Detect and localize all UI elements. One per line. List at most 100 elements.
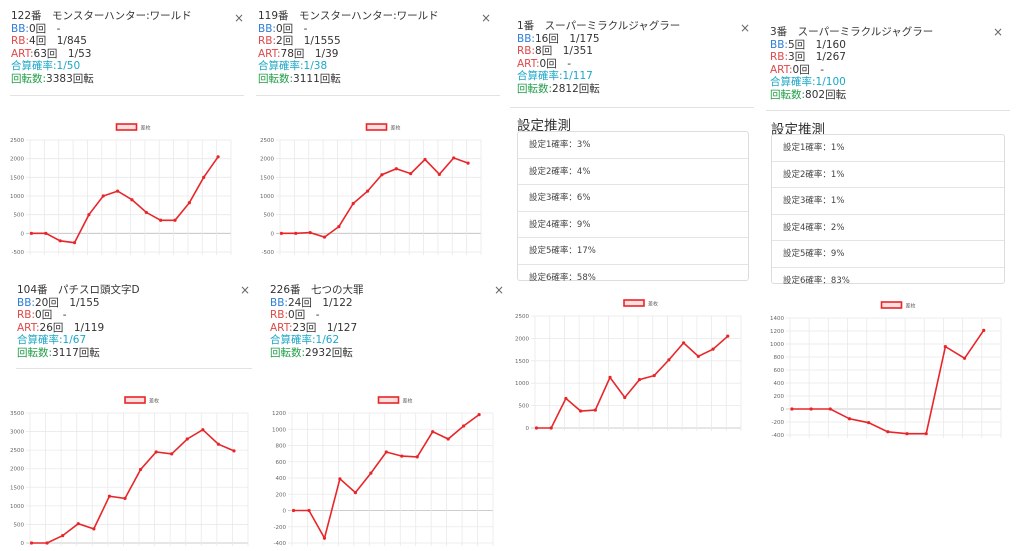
data-point: [138, 467, 143, 472]
data-point: [291, 508, 296, 513]
data-point: [307, 508, 311, 513]
data-point: [202, 175, 206, 179]
data-point: [608, 375, 612, 379]
data-point: [58, 239, 62, 243]
y-tick-label: 1000: [10, 504, 24, 510]
divider: [510, 107, 754, 108]
spin-count-label: 回転数:: [770, 88, 806, 101]
machine-title: 3番 スーパーミラクルジャグラー: [770, 26, 934, 38]
payout-chart: 差枚 1200 1000 800 600 400 200 0 -200 -400: [262, 393, 507, 551]
data-point: [886, 430, 890, 434]
machine-title: 122番 モンスターハンター:ワールド: [11, 10, 192, 22]
data-point: [308, 230, 312, 235]
y-tick-label: 2000: [10, 467, 24, 473]
rb-value: 3回 1/267: [788, 51, 846, 63]
y-tick-label: 1000: [272, 427, 286, 433]
legend-swatch: [124, 396, 146, 404]
data-point: [564, 396, 568, 401]
close-icon[interactable]: ×: [240, 283, 251, 297]
legend-label: 差枚: [141, 125, 151, 132]
rb-label: RB:: [258, 35, 277, 47]
legend-swatch: [365, 123, 388, 131]
series-line: [536, 335, 729, 429]
data-point: [107, 494, 112, 498]
close-icon[interactable]: ×: [234, 11, 245, 25]
data-point: [847, 417, 852, 421]
y-tick-label: -200: [274, 525, 287, 531]
y-tick-label: 400: [774, 381, 785, 387]
divider: [256, 95, 500, 96]
spin-count-value: 2932回転: [305, 346, 353, 359]
payout-chart: 差枚 2500 2000 1500 1000 500 0 -500: [250, 120, 495, 260]
setting-estimate-row: 設定2確率：1%: [772, 162, 1004, 188]
data-point: [431, 430, 435, 434]
data-point: [351, 201, 355, 206]
y-tick-label: -200: [772, 420, 785, 426]
machine-summary: 1番 スーパーミラクルジャグラー BB:16回 1/175 RB:8回 1/35…: [517, 20, 737, 95]
y-tick-label: -400: [274, 541, 287, 547]
legend-label: 差枚: [391, 125, 401, 132]
machine-title: 226番 七つの大罪: [270, 284, 364, 296]
data-point: [446, 437, 450, 441]
spin-count-value: 802回転: [805, 88, 847, 101]
data-point: [337, 225, 341, 229]
art-value: 26回 1/119: [39, 321, 105, 334]
y-tick-label: 500: [14, 213, 25, 219]
machine-card: 122番 モンスターハンター:ワールド BB:0回 - RB:4回 1/845 …: [0, 0, 255, 270]
data-point: [87, 213, 91, 217]
legend-label: 差枚: [906, 303, 916, 310]
setting-estimate-row: 設定1確率：3%: [518, 132, 748, 159]
data-point: [45, 541, 49, 545]
data-point: [462, 424, 466, 428]
chart-svg: 差枚 2500 2000 1500 1000 500 0 -500: [10, 123, 232, 256]
data-point: [232, 449, 236, 453]
y-tick-label: 800: [276, 444, 287, 450]
data-point: [623, 395, 627, 400]
y-tick-label: 2500: [10, 448, 24, 454]
data-point: [29, 231, 34, 235]
combined-prob-label: 合算確率:: [770, 76, 816, 88]
combined-prob-value: 1/117: [562, 70, 593, 82]
setting-estimate-row: 設定5確率：17%: [518, 238, 748, 265]
chart-svg: 差枚 3500 3000 2500 2000 1500 1000 500 0: [10, 396, 249, 547]
y-tick-label: 600: [774, 368, 785, 374]
art-label: ART:: [770, 63, 793, 76]
data-point: [279, 231, 284, 235]
y-tick-label: 2000: [515, 336, 529, 342]
setting-estimate-list: 設定1確率：1% 設定2確率：1% 設定3確率：1% 設定4確率：2% 設定5確…: [771, 134, 1005, 286]
data-point: [380, 173, 384, 177]
y-tick-label: 1500: [515, 359, 529, 365]
y-tick-label: 500: [264, 213, 275, 219]
y-tick-label: -400: [772, 433, 785, 439]
combined-prob-label: 合算確率:: [258, 60, 304, 72]
spin-count-label: 回転数:: [17, 346, 53, 359]
y-tick-label: 0: [283, 509, 287, 515]
chart-svg: 差枚 1200 1000 800 600 400 200 0 -200 -400: [272, 396, 494, 547]
bb-value: 0回 -: [275, 22, 308, 35]
machine-card: 3番 スーパーミラクルジャグラー BB:5回 1/160 RB:3回 1/267…: [760, 0, 1024, 545]
y-tick-label: 1000: [770, 342, 784, 348]
bb-label: BB:: [770, 38, 788, 51]
data-point: [943, 345, 947, 349]
rb-value: 0回 -: [35, 309, 67, 321]
spin-count-label: 回転数:: [11, 72, 47, 85]
y-tick-label: 500: [519, 404, 530, 410]
data-point: [579, 409, 583, 413]
divider: [766, 110, 1010, 111]
legend-swatch: [623, 299, 645, 307]
payout-chart: 差枚 1400 1200 1000 800 600 400 200 0 -200 -400: [760, 298, 1015, 443]
spin-count-value: 2812回転: [552, 82, 600, 95]
bb-label: BB:: [11, 22, 29, 35]
y-tick-label: -500: [262, 250, 275, 256]
data-point: [394, 167, 398, 171]
y-tick-label: 2000: [260, 157, 274, 163]
bb-label: BB:: [270, 296, 288, 309]
bb-value: 5回 1/160: [787, 38, 846, 51]
close-icon[interactable]: ×: [740, 21, 751, 35]
close-icon[interactable]: ×: [993, 25, 1004, 39]
close-icon[interactable]: ×: [481, 11, 492, 25]
y-tick-label: 1000: [10, 194, 24, 200]
data-point: [828, 407, 832, 411]
machine-summary: 3番 スーパーミラクルジャグラー BB:5回 1/160 RB:3回 1/267…: [770, 26, 990, 101]
close-icon[interactable]: ×: [494, 283, 505, 297]
